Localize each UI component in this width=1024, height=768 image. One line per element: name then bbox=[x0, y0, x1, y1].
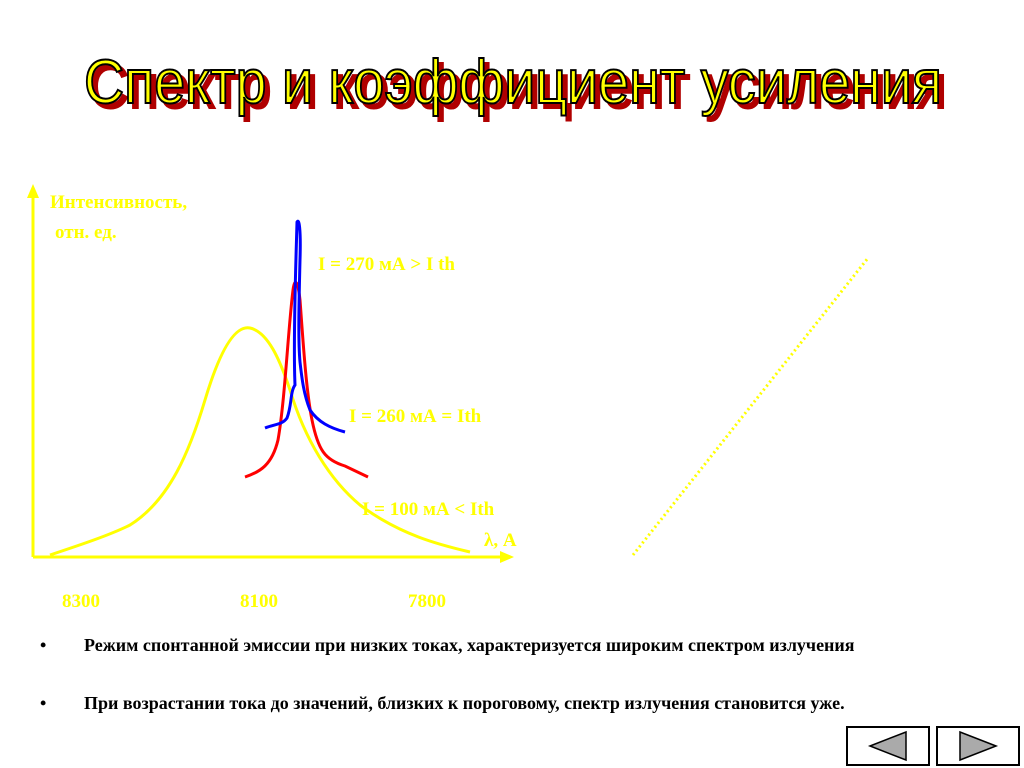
x-label: λ, A bbox=[484, 530, 517, 551]
spectrum-low-current bbox=[49, 326, 471, 557]
curve-label: I = 270 мА > I th bbox=[318, 254, 455, 275]
spectrum-threshold bbox=[244, 280, 369, 479]
bullet-text: Режим спонтанной эмиссии при низких тока… bbox=[84, 635, 855, 655]
title-shadow: Спектр и коэффициент усиления bbox=[89, 53, 947, 122]
axes bbox=[27, 184, 514, 563]
next-button[interactable] bbox=[936, 726, 1020, 766]
title: Спектр и коэффициент усиления Спектр и к… bbox=[83, 47, 948, 123]
bullet: • Режим спонтанной эмиссии при низких ток… bbox=[40, 632, 960, 658]
y-arrow bbox=[27, 184, 39, 198]
x-tick-label: 8300 bbox=[62, 591, 100, 612]
title-text: Спектр и коэффициент усиления bbox=[84, 48, 942, 117]
next-icon bbox=[959, 730, 999, 762]
spectrum-lasing bbox=[264, 219, 346, 434]
x-arrow bbox=[500, 551, 514, 563]
prev-icon bbox=[867, 730, 907, 762]
bullet-text: При возрастании тока до значений, близки… bbox=[84, 693, 845, 713]
bullet: • При возрастании тока до значений, близк… bbox=[40, 690, 960, 716]
dotted-line bbox=[631, 257, 870, 556]
prev-button[interactable] bbox=[846, 726, 930, 766]
y-label: отн. ед. bbox=[55, 222, 117, 243]
curve-label: I = 260 мА = Ith bbox=[349, 406, 482, 427]
y-label: Интенсивность, bbox=[50, 192, 187, 213]
x-tick-label: 7800 bbox=[408, 591, 446, 612]
x-tick-label: 8100 bbox=[240, 591, 278, 612]
curve-label: I = 100 мА < Ith bbox=[362, 499, 495, 520]
